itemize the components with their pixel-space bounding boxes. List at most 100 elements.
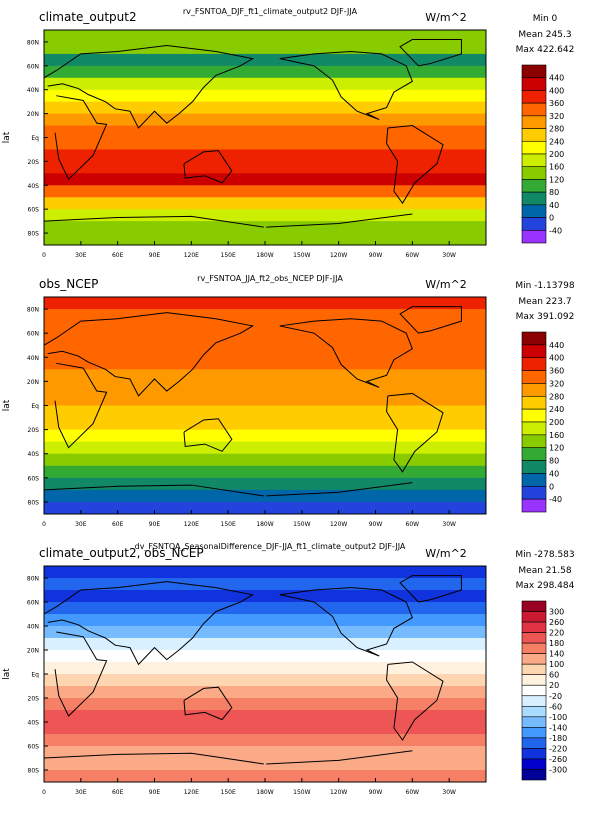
colorbar-label: 120 [549,444,564,453]
colorbar-box [521,621,547,633]
y-tick-label: 40S [28,720,40,727]
colorbar-label: 240 [549,405,564,414]
colorbar-box [521,748,547,760]
stat-max: Max 422.642 [516,45,575,55]
stat-min: Min -1.13798 [515,281,575,291]
colorbar-label: 300 [549,608,564,617]
x-tick-label: 90W [369,789,383,796]
continent-outline [386,661,444,741]
x-tick-label: 60W [406,789,420,796]
map-band [44,429,486,443]
map-band [44,381,486,394]
y-tick-label: 60N [27,63,39,70]
map-band [44,638,486,651]
chart-title: rv_FSNTOA_JJA_ft2_obs_NCEP DJF-JJA [197,274,343,283]
map-band [44,746,486,759]
x-tick-label: 150E [221,789,236,796]
colorbar-box [521,653,547,665]
map-band [44,722,486,735]
colorbar-box [521,485,547,500]
colorbar-label: -100 [549,713,567,722]
colorbar-label: 60 [549,671,559,680]
x-tick-label: 120E [184,521,199,528]
colorbar-label: -60 [549,702,562,711]
x-tick-label: 150W [293,789,310,796]
colorbar-label: 440 [549,341,564,350]
colorbar-box [521,64,547,79]
y-tick-label: 80N [27,39,39,46]
colorbar-box [521,447,547,461]
x-tick-label: 0 [42,789,46,796]
colorbar-box [521,434,547,449]
colorbar-box [521,128,547,142]
colorbar-label: 80 [549,188,559,197]
colorbar-label: 360 [549,367,564,376]
x-tick-label: 150E [221,521,236,528]
y-tick-label: 20N [27,111,39,118]
continent-outline [399,575,462,603]
colorbar-label: -40 [549,226,562,235]
y-tick-label: 80N [27,307,39,314]
x-tick-label: 150E [221,252,236,259]
colorbar-box [521,663,547,676]
y-tick-label: 60N [27,600,39,607]
colorbar-box [521,140,547,155]
x-tick-label: 60E [112,252,124,259]
map-band [44,197,486,210]
panel-title: obs_NCEP [39,277,98,291]
colorbar-box [521,705,547,718]
y-tick-label: 20S [28,159,40,166]
continent-outline [43,213,413,228]
colorbar-box [521,102,547,117]
map-band [44,149,486,162]
x-tick-label: 30E [75,252,87,259]
map-band [44,614,486,627]
colorbar-box [521,716,547,728]
map-band [44,77,486,91]
map-band [44,125,486,138]
y-tick-label: 60S [28,744,40,751]
colorbar-box [521,684,547,697]
y-axis-label: lat [2,131,12,143]
x-tick-label: 120W [330,521,347,528]
colorbar-label: 240 [549,137,564,146]
map-band [44,369,486,382]
units-label: W/m^2 [425,11,467,24]
y-tick-label: Eq [31,403,39,410]
panel-2: 80N 60N 40N 20N Eq 20S 40S 60S 80S 0 30E 60E 90E 120E… [2,274,575,528]
colorbar-label: 220 [549,629,564,638]
panel-title: climate_output2, obs_NCEP [39,546,204,560]
y-tick-label: 20S [28,696,40,703]
coastline-outlines [44,306,475,497]
map-band [44,405,486,419]
x-tick-label: 90E [149,789,161,796]
map-band [44,734,486,747]
colorbar-box [521,460,547,474]
colorbar-box [521,632,547,644]
colorbar-box [521,229,547,244]
y-tick-label: 20N [27,379,39,386]
y-tick-label: 80S [28,768,40,775]
stat-mean: Mean 21.58 [518,566,571,576]
colorbar-label: -300 [549,765,567,774]
colorbar-box [521,217,547,231]
continent-outline [399,306,462,334]
map-band [44,209,486,222]
colorbar-box [521,370,547,384]
panel-3: 80N 60N 40N 20N Eq 20S 40S 60S 80S 0 30E 60E 90E 120E… [2,542,575,796]
colorbar-box [521,611,547,623]
colorbar-label: 160 [549,431,564,440]
x-tick-label: 0 [42,252,46,259]
colorbar-box [521,408,547,423]
colorbar-box [521,727,547,739]
continent-outline [279,318,413,388]
map-band [44,221,486,234]
colorbar-label: -260 [549,755,567,764]
map-band [44,578,486,591]
y-tick-label: 40S [28,183,40,190]
colorbar-box [521,421,547,436]
map-band [44,674,486,687]
colorbar-box [521,331,547,346]
